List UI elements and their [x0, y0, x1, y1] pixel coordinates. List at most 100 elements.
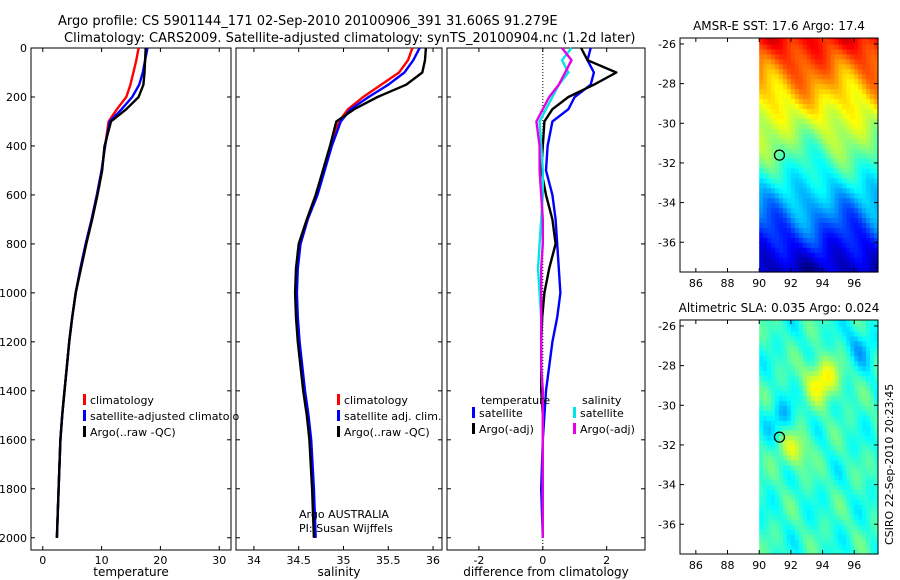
map-cell — [763, 58, 768, 65]
map-cell — [822, 247, 828, 253]
map-cell — [858, 172, 863, 179]
map-cell — [763, 524, 768, 530]
map-cell — [786, 444, 792, 451]
map-cell — [767, 325, 772, 332]
y-tick-label: 1200 — [0, 336, 27, 349]
map-cell — [874, 375, 879, 382]
map-cell — [775, 43, 780, 50]
map-cell — [771, 138, 776, 144]
map-cell — [806, 360, 812, 367]
map-cell — [767, 73, 772, 80]
legend-swatch — [83, 426, 86, 437]
map-cell — [858, 232, 863, 238]
map-cell — [822, 43, 828, 50]
map-cell — [874, 217, 879, 224]
map-cell — [846, 38, 851, 45]
map-cell — [874, 38, 879, 45]
map-cell — [810, 182, 816, 189]
map-cell — [826, 38, 832, 40]
map-cell — [826, 217, 832, 224]
map-cell — [826, 242, 832, 248]
map-cell — [818, 459, 824, 466]
map-cell — [830, 375, 836, 382]
map-cell — [782, 93, 788, 100]
map-cell — [806, 63, 812, 70]
map-cell — [802, 405, 808, 411]
map-cell — [838, 439, 843, 446]
map-cell — [759, 400, 764, 406]
map-cell — [850, 509, 855, 515]
map-cell — [826, 38, 832, 45]
map-cell — [798, 237, 804, 243]
map-cell — [822, 73, 828, 80]
map-cell — [822, 459, 828, 466]
legend-label: satellite-adjusted climatology — [90, 410, 253, 423]
map-cell — [870, 227, 875, 233]
map-cell — [771, 128, 776, 134]
map-cell — [790, 148, 796, 154]
map-cell — [814, 167, 820, 174]
map-cell — [786, 549, 792, 555]
map-cell — [862, 133, 867, 139]
map-cells — [759, 320, 879, 555]
map-cell — [818, 514, 824, 520]
map-cell — [858, 38, 863, 40]
map-cell — [830, 212, 836, 219]
map-cell — [870, 494, 875, 501]
map-cell — [814, 247, 820, 253]
map-cell — [790, 395, 796, 401]
map-cell — [771, 133, 776, 139]
map-cell — [830, 247, 836, 253]
map-cell — [870, 430, 875, 436]
map-cell — [870, 148, 875, 154]
series-line-argo-raw-qc- — [293, 47, 428, 538]
map-cell — [866, 192, 871, 199]
map-cell — [806, 98, 812, 105]
map-cell — [846, 108, 851, 114]
map-cell — [866, 544, 871, 550]
map-cell — [830, 415, 836, 421]
map-cell — [870, 157, 875, 164]
map-cell — [838, 118, 843, 124]
map-cell — [771, 405, 776, 411]
map-cell — [874, 237, 879, 243]
map-cell — [842, 494, 847, 501]
map-cell — [794, 252, 800, 258]
map-cell — [826, 197, 832, 204]
map-cell — [810, 68, 816, 75]
map-cell — [842, 330, 847, 337]
map-cell — [846, 157, 851, 164]
map-cell — [866, 340, 871, 347]
map-cell — [775, 68, 780, 75]
map-cell — [767, 212, 772, 219]
map-cell — [818, 68, 824, 75]
map-cell — [818, 365, 824, 372]
map-cell — [806, 524, 812, 530]
map-cell — [794, 430, 800, 436]
map-cell — [775, 355, 780, 362]
map-cell — [862, 405, 867, 411]
map-cell — [810, 395, 816, 401]
map-cell — [779, 38, 784, 40]
map-cell — [850, 267, 855, 273]
map-cell — [834, 420, 839, 426]
map-cell — [834, 380, 839, 387]
map-cell — [775, 335, 780, 342]
map-cell — [782, 247, 788, 253]
map-cell — [790, 459, 796, 466]
map-cell — [842, 83, 847, 90]
map-cell — [826, 247, 832, 253]
map-cell — [850, 504, 855, 510]
map-cell — [763, 370, 768, 377]
map-cell — [818, 350, 824, 357]
map-cell — [782, 207, 788, 214]
map-cell — [838, 459, 843, 466]
map-cell — [767, 48, 772, 55]
map-cell — [826, 78, 832, 85]
map-cell — [858, 385, 863, 391]
map-cell — [775, 212, 780, 219]
map-cell — [870, 320, 875, 322]
map-cell — [834, 217, 839, 224]
map-cell — [759, 162, 764, 169]
